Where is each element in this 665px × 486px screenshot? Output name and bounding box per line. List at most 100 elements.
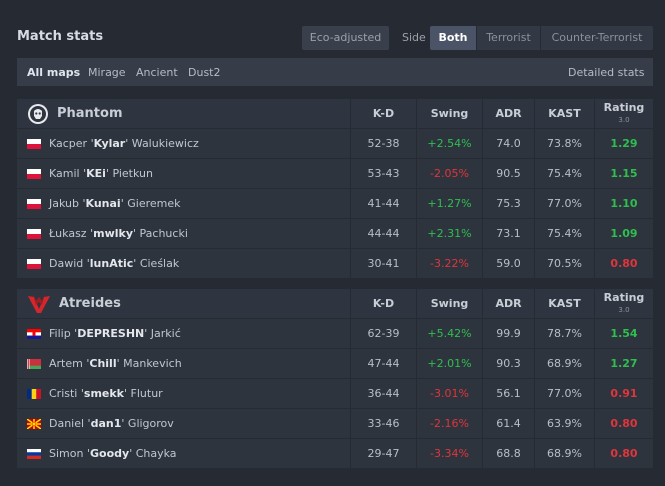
adr-value: 68.8 (482, 439, 534, 468)
side-terrorist-button[interactable]: Terrorist (476, 26, 540, 50)
rating-version: 3.0 (618, 115, 630, 124)
player-name-link[interactable]: Daniel 'dan1' Gligorov (49, 417, 174, 430)
kd-value: 62-39 (350, 319, 416, 348)
kd-value: 47-44 (350, 349, 416, 378)
rating-value: 0.91 (594, 379, 653, 408)
map-tab-ancient[interactable]: Ancient (136, 66, 178, 79)
table-row: Daniel 'dan1' Gligorov 33-46 -2.16% 61.4 63.… (17, 409, 653, 439)
player-name-link[interactable]: Artem 'Chill' Mankevich (49, 357, 182, 370)
team-header-row: Phantom K-D Swing ADR KAST Rating 3.0 (17, 99, 653, 129)
adr-value: 99.9 (482, 319, 534, 348)
flag-mk-icon (26, 417, 42, 430)
table-row: Simon 'Goody' Chayka 29-47 -3.34% 68.8 68.9%… (17, 439, 653, 469)
rating-value: 0.80 (594, 439, 653, 468)
player-name-link[interactable]: Cristi 'smekk' Flutur (49, 387, 163, 400)
column-adr-header[interactable]: ADR (482, 99, 534, 128)
swing-value: +2.01% (416, 349, 482, 378)
team-name-cell: Atreides (17, 289, 350, 318)
column-swing-header[interactable]: Swing (416, 289, 482, 318)
match-stats-header: Match stats Eco-adjusted Side Both Terro… (0, 0, 665, 56)
kd-value: 30-41 (350, 249, 416, 278)
flag-pl-icon (27, 138, 41, 149)
table-row: Jakub 'Kunai' Gieremek 41-44 +1.27% 75.3 77.… (17, 189, 653, 219)
flag-pl-icon (27, 198, 41, 209)
kast-value: 63.9% (534, 409, 594, 438)
rating-value: 1.27 (594, 349, 653, 378)
swing-value: +5.42% (416, 319, 482, 348)
team-header-row: Atreides K-D Swing ADR KAST Rating 3.0 (17, 289, 653, 319)
swing-value: -3.34% (416, 439, 482, 468)
eco-adjusted-button[interactable]: Eco-adjusted (302, 26, 389, 50)
column-kast-header[interactable]: KAST (534, 99, 594, 128)
rating-value: 0.80 (594, 249, 653, 278)
column-rating-header[interactable]: Rating 3.0 (594, 289, 653, 318)
flag-pl-icon (27, 228, 41, 239)
kast-value: 73.8% (534, 129, 594, 158)
side-counter-terrorist-button[interactable]: Counter-Terrorist (540, 26, 653, 50)
kast-value: 77.0% (534, 379, 594, 408)
table-row: Cristi 'smekk' Flutur 36-44 -3.01% 56.1 77.0… (17, 379, 653, 409)
column-kast-header[interactable]: KAST (534, 289, 594, 318)
swing-value: -2.16% (416, 409, 482, 438)
kd-value: 44-44 (350, 219, 416, 248)
flag-pl-icon (27, 258, 41, 269)
player-name-link[interactable]: Kamil 'KEi' Pietkun (49, 167, 153, 180)
player-cell: Daniel 'dan1' Gligorov (17, 409, 350, 438)
player-name-link[interactable]: Simon 'Goody' Chayka (49, 447, 177, 460)
map-tab-dust2[interactable]: Dust2 (188, 66, 221, 79)
map-tab-all[interactable]: All maps (27, 66, 81, 79)
adr-value: 59.0 (482, 249, 534, 278)
kast-value: 75.4% (534, 219, 594, 248)
table-row: Łukasz 'mwlky' Pachucki 44-44 +2.31% 73.1 75… (17, 219, 653, 249)
player-name-link[interactable]: Dawid 'lunAtic' Cieślak (49, 257, 180, 270)
player-cell: Dawid 'lunAtic' Cieślak (17, 249, 350, 278)
kast-value: 68.9% (534, 349, 594, 378)
column-adr-header[interactable]: ADR (482, 289, 534, 318)
table-row: Dawid 'lunAtic' Cieślak 30-41 -3.22% 59.0 70… (17, 249, 653, 279)
flag-ru-icon (27, 448, 41, 459)
atreides-logo (27, 293, 51, 315)
detailed-stats-link[interactable]: Detailed stats (568, 66, 645, 79)
table-row: Kacper 'Kylar' Walukiewicz 52-38 +2.54% 74.… (17, 129, 653, 159)
column-rating-header[interactable]: Rating 3.0 (594, 99, 653, 128)
rating-version: 3.0 (618, 305, 630, 314)
player-name-link[interactable]: Kacper 'Kylar' Walukiewicz (49, 137, 199, 150)
player-cell: Kamil 'KEi' Pietkun (17, 159, 350, 188)
player-cell: Simon 'Goody' Chayka (17, 439, 350, 468)
table-row: Filip 'DEPRESHN' Jarkić 62-39 +5.42% 99.9 78… (17, 319, 653, 349)
swing-value: +1.27% (416, 189, 482, 218)
kd-value: 33-46 (350, 409, 416, 438)
team-name[interactable]: Phantom (57, 106, 123, 121)
flag-by-icon (27, 358, 41, 369)
swing-value: -2.05% (416, 159, 482, 188)
flag-pl-icon (27, 168, 41, 179)
kast-value: 75.4% (534, 159, 594, 188)
rating-value: 1.15 (594, 159, 653, 188)
player-name-link[interactable]: Filip 'DEPRESHN' Jarkić (49, 327, 181, 340)
column-kd-header[interactable]: K-D (350, 99, 416, 128)
map-filter-bar: All maps Mirage Ancient Dust2 Detailed s… (17, 58, 653, 86)
rating-value: 0.80 (594, 409, 653, 438)
rating-value: 1.54 (594, 319, 653, 348)
adr-value: 56.1 (482, 379, 534, 408)
column-swing-header[interactable]: Swing (416, 99, 482, 128)
player-name-link[interactable]: Jakub 'Kunai' Gieremek (49, 197, 181, 210)
table-row: Kamil 'KEi' Pietkun 53-43 -2.05% 90.5 75.4% 1… (17, 159, 653, 189)
player-name-link[interactable]: Łukasz 'mwlky' Pachucki (49, 227, 188, 240)
page-title: Match stats (17, 29, 104, 44)
kast-value: 78.7% (534, 319, 594, 348)
side-both-button[interactable]: Both (430, 26, 476, 50)
column-kd-header[interactable]: K-D (350, 289, 416, 318)
adr-value: 74.0 (482, 129, 534, 158)
kd-value: 53-43 (350, 159, 416, 188)
rating-label: Rating (603, 290, 645, 304)
team-table-phantom: Phantom K-D Swing ADR KAST Rating 3.0 Kacper 'K… (17, 99, 653, 279)
flag-ro-icon (27, 388, 41, 399)
kd-value: 29-47 (350, 439, 416, 468)
swing-value: +2.31% (416, 219, 482, 248)
team-name[interactable]: Atreides (59, 296, 121, 311)
rating-label: Rating (603, 100, 645, 114)
adr-value: 90.3 (482, 349, 534, 378)
player-cell: Jakub 'Kunai' Gieremek (17, 189, 350, 218)
map-tab-mirage[interactable]: Mirage (88, 66, 126, 79)
